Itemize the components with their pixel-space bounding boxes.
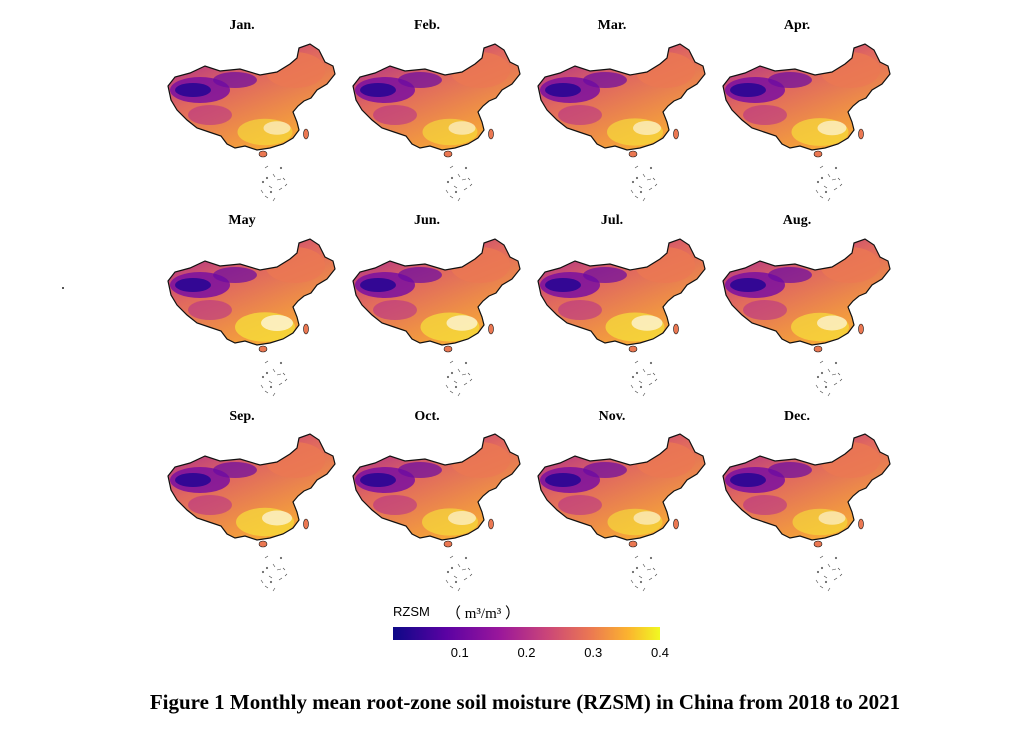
china-rzsm-map bbox=[722, 43, 891, 202]
panel-title: Jul. bbox=[600, 213, 624, 228]
panel-title: Sep. bbox=[229, 409, 255, 424]
china-rzsm-map bbox=[167, 43, 336, 202]
panel-title: Jan. bbox=[229, 18, 255, 33]
colorbar-tick: 0.2 bbox=[517, 645, 536, 660]
colorbar-tick: 0.1 bbox=[450, 645, 469, 660]
panel-title: Aug. bbox=[782, 213, 812, 228]
colorbar-gradient bbox=[393, 627, 660, 640]
panel-title: Nov. bbox=[598, 409, 626, 424]
colorbar-tick: 0.4 bbox=[650, 645, 670, 660]
panel-title: Oct. bbox=[414, 409, 440, 424]
colorbar-unit: （ m³/m³ ） bbox=[446, 606, 520, 622]
panel-title: Feb. bbox=[413, 18, 441, 33]
china-rzsm-map bbox=[352, 238, 521, 397]
panel-title: Mar. bbox=[597, 18, 627, 33]
colorbar-tick: 0.3 bbox=[584, 645, 603, 660]
colorbar-title: RZSM bbox=[393, 604, 430, 619]
panel-title: Apr. bbox=[783, 18, 811, 33]
stray-mark bbox=[62, 287, 64, 289]
panel-title: Jun. bbox=[413, 213, 441, 228]
china-rzsm-map bbox=[167, 433, 336, 592]
china-rzsm-map bbox=[537, 433, 706, 592]
china-rzsm-map bbox=[537, 43, 706, 202]
china-rzsm-map bbox=[537, 238, 706, 397]
china-rzsm-map bbox=[722, 238, 891, 397]
figure-caption: Figure 1 Monthly mean root-zone soil moi… bbox=[149, 690, 901, 714]
panel-title: Dec. bbox=[783, 409, 811, 424]
panel-title: May bbox=[228, 213, 256, 228]
china-rzsm-map bbox=[352, 43, 521, 202]
china-rzsm-map bbox=[167, 238, 336, 397]
china-rzsm-map bbox=[722, 433, 891, 592]
china-rzsm-map bbox=[352, 433, 521, 592]
